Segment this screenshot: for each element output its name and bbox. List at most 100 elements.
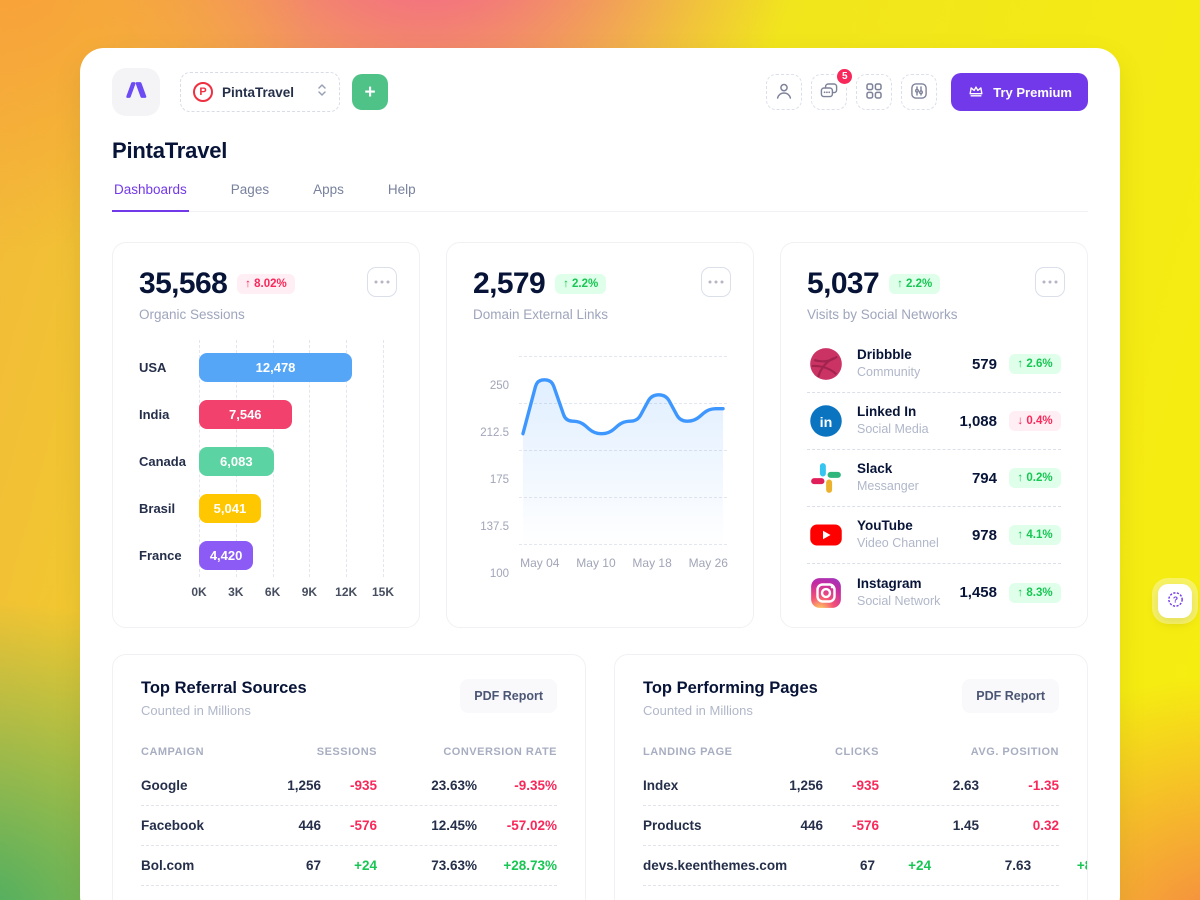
line-x-tick: May 26 (688, 556, 728, 570)
apps-grid-button[interactable] (856, 74, 893, 110)
tab-dashboards[interactable]: Dashboards (112, 182, 189, 212)
bar-gridline (383, 340, 384, 577)
bar-segment[interactable]: 5,041 (199, 494, 261, 523)
bar-segment[interactable]: 4,420 (199, 541, 254, 570)
tab-apps[interactable]: Apps (313, 182, 344, 197)
pages-table: LANDING PAGE CLICKS AVG. POSITION Index 1,25… (643, 738, 1087, 886)
stat-delta-badge: ↑ 2.2% (555, 273, 607, 294)
add-workspace-button[interactable]: + (352, 74, 389, 110)
messages-button[interactable]: 5 (811, 67, 855, 110)
row-delta: -935 (349, 778, 377, 793)
social-value: 1,088 (959, 412, 997, 430)
row-delta: -576 (851, 818, 879, 833)
line-x-tick: May 04 (520, 556, 560, 570)
social-delta-badge: ↓ 0.4% (1009, 411, 1061, 431)
user-icon (774, 81, 794, 104)
card-menu-button[interactable] (1035, 267, 1065, 297)
table-row: Bol.com 67 +24 73.63% +28.73% (141, 846, 557, 886)
stat-delta-badge: ↑ 8.02% (237, 273, 295, 294)
top-referral-sources-panel: Top Referral Sources Counted in Millions… (112, 654, 586, 900)
column-header: LANDING PAGE (643, 746, 733, 758)
social-row-text: Instagram Social Network (857, 576, 940, 609)
social-name: YouTube (857, 518, 913, 534)
bar-segment[interactable]: 7,546 (199, 400, 292, 429)
tab-pages[interactable]: Pages (230, 182, 270, 197)
tab-help[interactable]: Help (387, 182, 416, 197)
bar-segment[interactable]: 6,083 (199, 447, 274, 476)
row-delta: -1.35 (1028, 778, 1059, 793)
column-header: CLICKS (835, 746, 879, 758)
social-row: Dribbble Community 579 ↑ 2.6% (807, 336, 1061, 393)
settings-button[interactable] (901, 74, 938, 110)
external-links-line-chart: 250 212.5 175 137.5 100 May 04 May 10 May 18 Ma… (473, 352, 728, 582)
bar-row: Canada 6,083 (139, 438, 393, 485)
slack-icon (807, 459, 845, 497)
line-y-tick: 100 (489, 568, 509, 580)
social-name: Instagram (857, 575, 922, 591)
stats-row: 35,568 ↑ 8.02% Organic Sessions USA 12,47… (112, 242, 1088, 628)
bar-value-label: 5,041 (213, 501, 247, 516)
sliders-icon (909, 81, 929, 104)
social-subtitle: Social Media (857, 422, 929, 437)
row-value: 1.45 (952, 818, 979, 833)
bar-track: 7,546 (199, 400, 383, 429)
social-value: 794 (971, 469, 997, 487)
bar-axis-tick: 6K (264, 585, 281, 599)
line-y-tick: 250 (489, 380, 509, 392)
bar-category-label: France (139, 548, 182, 563)
bar-track: 6,083 (199, 447, 383, 476)
bar-row: France 4,420 (139, 532, 393, 579)
app-logo[interactable] (112, 68, 160, 116)
try-premium-button[interactable]: Try Premium (951, 73, 1088, 111)
row-name: Facebook (141, 818, 205, 833)
social-subtitle: Community (857, 365, 921, 380)
social-row-text: Dribbble Community (857, 347, 920, 380)
column-header: CONVERSION RATE (443, 746, 557, 758)
bar-value-label: 4,420 (209, 548, 243, 563)
bar-segment[interactable]: 12,478 (199, 353, 353, 382)
row-delta: -9.35% (514, 778, 557, 793)
line-gridline (519, 356, 727, 357)
column-header: SESSIONS (316, 746, 377, 758)
social-subtitle: Video Channel (857, 536, 939, 551)
try-premium-label: Try Premium (993, 84, 1072, 100)
ellipsis-icon (708, 280, 724, 284)
social-row: Instagram Social Network 1,458 ↑ 8.3% (807, 564, 1061, 621)
row-value: 446 (800, 818, 823, 833)
social-value: 978 (971, 526, 997, 544)
workspace-select[interactable]: P PintaTravel (180, 72, 341, 112)
line-plot (519, 352, 727, 548)
social-delta-badge: ↑ 4.1% (1009, 525, 1061, 545)
bar-axis-tick: 9K (301, 585, 318, 599)
row-name: Products (643, 818, 702, 833)
linkedin-icon: in (807, 402, 845, 440)
social-row: Slack Messanger 794 ↑ 0.2% (807, 450, 1061, 507)
card-menu-button[interactable] (701, 267, 731, 297)
row-value: 446 (298, 818, 321, 833)
social-row: in Linked In Social Media 1,088 ↓ 0.4% (807, 393, 1061, 450)
row-name: Index (643, 778, 679, 793)
table-row: Index 1,256 -935 2.63 -1.35 (643, 766, 1059, 806)
bar-category-label: USA (139, 360, 167, 375)
social-row: YouTube Video Channel 978 ↑ 4.1% (807, 507, 1061, 564)
help-button[interactable]: ? (1158, 584, 1192, 618)
organic-sessions-bar-chart: USA 12,478 India 7,546 Canada 6,083 Brasil 5,04… (139, 340, 394, 603)
pdf-report-button[interactable]: PDF Report (962, 679, 1059, 713)
bar-value-label: 12,478 (255, 360, 296, 375)
table-row: Facebook 446 -576 12.45% -57.02% (141, 806, 557, 846)
bar-row: USA 12,478 (139, 344, 393, 391)
question-badge-icon: ? (1166, 590, 1185, 612)
chat-icon (819, 81, 839, 104)
card-menu-button[interactable] (367, 267, 397, 297)
social-row-text: Linked In Social Media (857, 404, 929, 437)
user-button[interactable] (766, 74, 803, 110)
workspace-brand-icon: P (193, 82, 213, 102)
social-value: 1,458 (959, 584, 997, 601)
social-list: Dribbble Community 579 ↑ 2.6% in Linked In Soc… (807, 336, 1061, 621)
row-value: 1,256 (789, 778, 823, 793)
stat-delta-badge: ↑ 2.2% (889, 273, 941, 294)
row-name: Google (141, 778, 188, 793)
chevron-updown-icon (317, 82, 327, 103)
pdf-report-button[interactable]: PDF Report (460, 679, 557, 713)
row-name: Bol.com (141, 858, 195, 873)
